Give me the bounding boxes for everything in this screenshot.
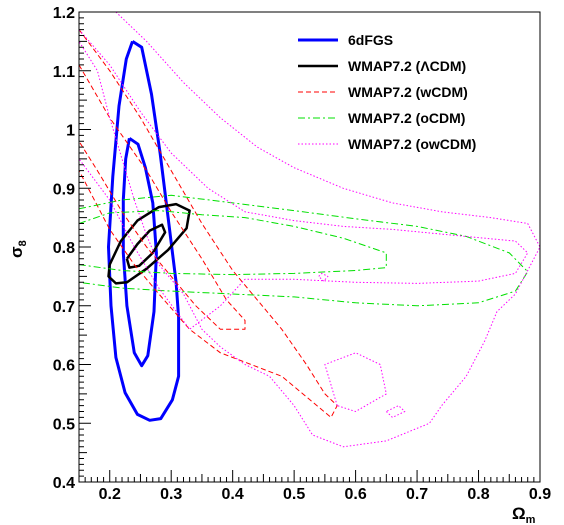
contour-series-4-level-1 bbox=[79, 12, 540, 448]
y-tick-label: 1.2 bbox=[53, 5, 75, 22]
y-axis-symbol: σ bbox=[7, 246, 26, 258]
legend-label: WMAP7.2 (owCDM) bbox=[348, 136, 476, 152]
y-axis-ticks: 0.4 0.5 0.6 0.7 0.8 0.9 1 1.1 1.2 bbox=[53, 5, 91, 492]
y-tick-label: 0.7 bbox=[53, 299, 75, 316]
contour-series-2-level-0 bbox=[79, 64, 246, 330]
contour-series-3-level-0 bbox=[79, 210, 387, 276]
legend: 6dFGS WMAP7.2 (ΛCDM) WMAP7.2 (wCDM) WMAP7.2… bbox=[298, 32, 476, 152]
contour-series-0-level-0 bbox=[121, 137, 158, 368]
contour-series-0-level-1 bbox=[107, 40, 181, 422]
x-tick-label: 0.3 bbox=[160, 486, 182, 503]
y-tick-label: 0.6 bbox=[53, 358, 75, 375]
x-tick-label: 0.4 bbox=[222, 486, 244, 503]
legend-label: WMAP7.2 (oCDM) bbox=[348, 110, 465, 126]
contour-series-4-level-2 bbox=[324, 352, 387, 412]
x-tick-label: 0.6 bbox=[344, 486, 366, 503]
contour-series-4-level-0 bbox=[79, 29, 529, 330]
contour-series-2-level-1 bbox=[79, 29, 338, 418]
contour-series-1-level-1 bbox=[107, 202, 191, 285]
x-axis-ticks: 0.2 0.3 0.4 0.5 0.6 0.7 0.8 0.9 bbox=[78, 470, 551, 503]
x-tick-label: 0.7 bbox=[406, 486, 428, 503]
contour-series-3-level-1 bbox=[79, 194, 529, 307]
x-tick-label: 0.8 bbox=[467, 486, 489, 503]
legend-label: WMAP7.2 (ΛCDM) bbox=[348, 58, 466, 74]
contour-lines bbox=[79, 12, 540, 448]
legend-label: 6dFGS bbox=[348, 32, 393, 48]
y-tick-label: 0.5 bbox=[53, 416, 75, 433]
x-tick-label: 0.2 bbox=[99, 486, 121, 503]
y-axis-subscript: 8 bbox=[17, 240, 29, 246]
contour-series-4-level-4 bbox=[385, 405, 406, 418]
x-axis-subscript: m bbox=[526, 514, 536, 525]
legend-label: WMAP7.2 (wCDM) bbox=[348, 84, 468, 100]
y-tick-label: 1.1 bbox=[53, 64, 75, 81]
y-tick-label: 1 bbox=[66, 123, 75, 140]
y-tick-label: 0.4 bbox=[53, 475, 75, 492]
y-tick-label: 0.9 bbox=[53, 181, 75, 198]
x-tick-label: 0.9 bbox=[529, 486, 551, 503]
x-tick-label: 0.5 bbox=[283, 486, 305, 503]
y-tick-label: 0.8 bbox=[53, 240, 75, 257]
contour-series-4-level-3 bbox=[318, 272, 329, 282]
y-axis-title: σ8 bbox=[7, 240, 29, 258]
x-axis-title: Ωm bbox=[512, 504, 536, 525]
x-axis-symbol: Ω bbox=[512, 504, 526, 523]
